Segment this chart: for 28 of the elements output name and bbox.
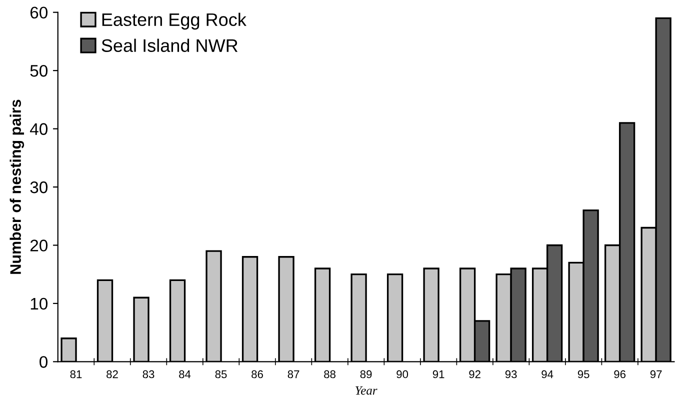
x-tick-label: 92 (469, 370, 480, 378)
x-tick-label: 96 (614, 370, 626, 378)
y-tick-label: 10 (30, 298, 48, 310)
x-tick-label: 91 (432, 370, 444, 378)
x-tick-label: 82 (106, 370, 118, 378)
x-tick-label: 94 (542, 370, 554, 378)
y-axis-title: Number of nesting pairs (10, 100, 24, 274)
legend-label: Seal Island NWR (102, 38, 238, 52)
x-tick-label: 90 (396, 370, 408, 378)
y-tick-label: 50 (30, 64, 48, 77)
x-tick-label: 88 (324, 370, 336, 378)
x-tick-label: 97 (650, 370, 662, 378)
x-axis-title: Year (356, 386, 378, 395)
x-tick-label: 84 (179, 370, 191, 378)
y-tick-label: 40 (30, 123, 48, 135)
x-tick-label: 83 (142, 370, 154, 378)
x-tick-label: 95 (578, 370, 590, 378)
y-tick-label: 30 (30, 181, 48, 194)
x-tick-label: 86 (252, 370, 263, 378)
x-tick-label: 87 (288, 370, 300, 378)
x-tick-label: 81 (70, 370, 82, 378)
y-tick-label: 0 (40, 356, 48, 368)
legend-label: Eastern Egg Rock (102, 12, 246, 30)
y-tick-label: 60 (30, 6, 48, 19)
x-tick-label: 89 (360, 370, 372, 378)
y-tick-label: 20 (30, 240, 48, 252)
x-tick-label: 93 (505, 370, 517, 378)
x-tick-label: 85 (215, 370, 227, 378)
